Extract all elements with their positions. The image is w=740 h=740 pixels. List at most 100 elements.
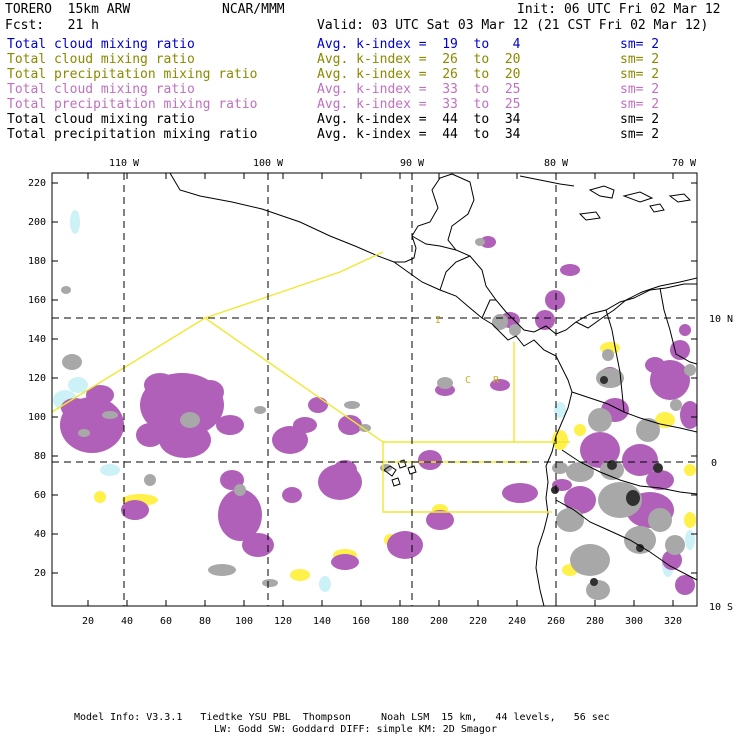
legend-sm: sm= 2: [620, 52, 660, 67]
field-blob: [566, 462, 594, 482]
field-blob: [208, 564, 236, 576]
init-time: Init: 06 UTC Fri 02 Mar 12: [517, 2, 721, 17]
legend-sm: sm= 2: [620, 37, 660, 52]
field-blob: [144, 474, 156, 486]
field-blob: [545, 290, 565, 310]
legend-kindex: Avg. k-index = 19 to 4: [317, 37, 521, 52]
field-blob: [61, 398, 89, 418]
field-blob: [556, 508, 584, 532]
field-blob: [78, 429, 90, 437]
field-blob: [636, 418, 660, 442]
field-blob: [344, 401, 360, 409]
x-tick-label: 300: [625, 616, 643, 627]
field-blob: [262, 579, 278, 587]
x-tick-label: 160: [352, 616, 370, 627]
legend-sm: sm= 2: [620, 97, 660, 112]
lon-label: 70 W: [672, 158, 697, 169]
field-blob: [684, 464, 696, 476]
field-blob: [653, 463, 663, 473]
field-blob: [502, 483, 538, 503]
legend-kindex: Avg. k-index = 44 to 34: [317, 127, 521, 142]
field-blob: [670, 340, 690, 360]
y-tick-label: 60: [34, 490, 46, 501]
field-blob: [675, 575, 695, 595]
y-axis-labels: 20 40 60 80 100 120 140 160 180 200 220: [28, 178, 46, 579]
field-blob: [602, 349, 614, 361]
legend-kindex: Avg. k-index = 26 to 20: [317, 52, 521, 67]
x-tick-label: 260: [547, 616, 565, 627]
field-blob: [626, 490, 640, 506]
field-blob: [359, 424, 371, 432]
y-tick-label: 160: [28, 295, 46, 306]
field-blob: [426, 510, 454, 530]
lat-label: 10 S: [709, 602, 733, 613]
physics-info: LW: Godd SW: Goddard DIFF: simple KM: 2D…: [214, 724, 497, 735]
field-blob: [272, 426, 308, 454]
legend-field: Total cloud mixing ratio: [7, 82, 195, 97]
x-axis-labels: 20 40 60 80 100 120 140 160 180 200 220 …: [82, 616, 682, 627]
model-title: TORERO 15km ARW: [5, 2, 131, 17]
field-blob: [665, 535, 685, 555]
cloud-dense-layer: [61, 238, 696, 600]
x-tick-label: 320: [664, 616, 682, 627]
legend-field: Total precipitation mixing ratio: [7, 127, 258, 142]
field-blob: [679, 324, 691, 336]
field-blob: [684, 512, 696, 528]
field-blob: [100, 464, 120, 476]
field-blob: [437, 377, 453, 389]
legend-kindex: Avg. k-index = 26 to 20: [317, 67, 521, 82]
field-blob: [282, 487, 302, 503]
x-tick-label: 100: [235, 616, 253, 627]
field-blob: [62, 354, 82, 370]
field-blob: [509, 324, 521, 336]
valid-time: Valid: 03 UTC Sat 03 Mar 12 (21 CST Fri …: [317, 18, 709, 33]
field-blob: [387, 531, 423, 559]
field-blob: [218, 489, 262, 541]
lon-label: 100 W: [253, 158, 284, 169]
field-blob: [121, 500, 149, 520]
x-tick-label: 80: [199, 616, 211, 627]
field-blob: [645, 357, 665, 373]
field-blob: [574, 424, 586, 436]
forecast-hour: Fcst: 21 h: [5, 18, 99, 33]
legend-sm: sm= 2: [620, 67, 660, 82]
field-blob: [490, 379, 510, 391]
field-blob: [333, 460, 357, 480]
field-blob: [242, 533, 274, 557]
coastlines: [169, 173, 697, 606]
legend-kindex: Avg. k-index = 44 to 34: [317, 112, 521, 127]
field-blob: [586, 580, 610, 600]
lat-label: 10 N: [709, 314, 733, 325]
legend-field: Total cloud mixing ratio: [7, 37, 195, 52]
legend-field: Total cloud mixing ratio: [7, 112, 195, 127]
field-blob: [418, 450, 442, 470]
y-tick-label: 100: [28, 412, 46, 423]
field-blob: [580, 432, 620, 468]
y-tick-label: 20: [34, 568, 46, 579]
field-blob: [646, 470, 674, 490]
field-blob: [684, 364, 696, 376]
field-blob: [636, 544, 644, 552]
x-tick-label: 40: [121, 616, 133, 627]
field-blob: [475, 238, 485, 246]
field-blob: [564, 486, 596, 514]
field-blob: [94, 491, 106, 503]
field-blob: [680, 401, 697, 429]
field-blob: [551, 486, 559, 494]
legend-field: Total cloud mixing ratio: [7, 52, 195, 67]
field-blob: [159, 422, 211, 458]
field-blob: [662, 550, 682, 570]
latitude-labels: 10 N 0 10 S: [709, 314, 733, 613]
legend-kindex: Avg. k-index = 33 to 25: [317, 97, 521, 112]
region-boxes: [52, 251, 570, 513]
longitude-labels: 110 W 100 W 90 W 80 W 70 W: [109, 158, 697, 169]
x-tick-label: 200: [430, 616, 448, 627]
lon-label: 90 W: [400, 158, 425, 169]
field-blob: [560, 264, 580, 276]
y-tick-label: 80: [34, 451, 46, 462]
map-label: I: [435, 315, 441, 326]
model-info: Model Info: V3.3.1 Tiedtke YSU PBL Thomp…: [74, 712, 610, 723]
legend-field: Total precipitation mixing ratio: [7, 67, 258, 82]
y-tick-label: 140: [28, 334, 46, 345]
legend-kindex: Avg. k-index = 33 to 25: [317, 82, 521, 97]
